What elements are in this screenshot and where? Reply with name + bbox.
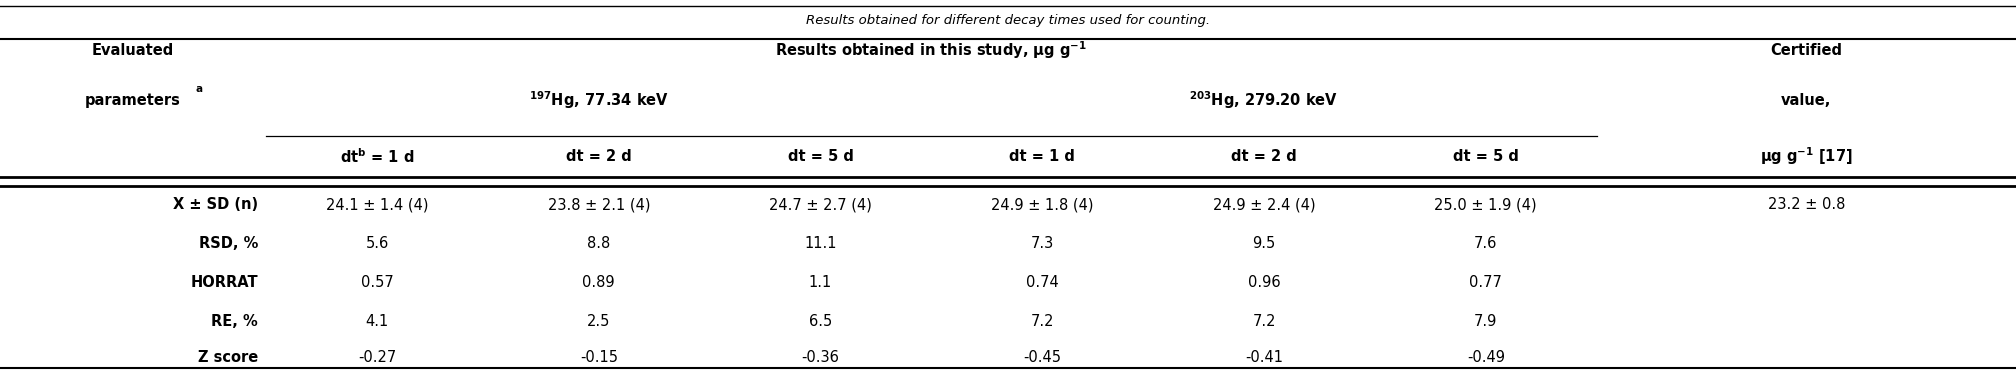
Text: 24.9 ± 2.4 (4): 24.9 ± 2.4 (4) (1214, 197, 1314, 212)
Text: parameters: parameters (85, 93, 181, 108)
Text: -0.49: -0.49 (1468, 350, 1504, 365)
Text: 7.3: 7.3 (1030, 236, 1054, 251)
Text: $\mathbf{^{197}}$Hg, 77.34 keV: $\mathbf{^{197}}$Hg, 77.34 keV (528, 90, 669, 111)
Text: 7.2: 7.2 (1030, 314, 1054, 329)
Text: HORRAT: HORRAT (190, 275, 258, 290)
Text: Z score: Z score (198, 350, 258, 365)
Text: Evaluated: Evaluated (93, 43, 173, 58)
Text: 23.8 ± 2.1 (4): 23.8 ± 2.1 (4) (548, 197, 649, 212)
Text: 7.2: 7.2 (1252, 314, 1276, 329)
Text: 8.8: 8.8 (587, 236, 611, 251)
Text: dt = 5 d: dt = 5 d (788, 149, 853, 164)
Text: 24.9 ± 1.8 (4): 24.9 ± 1.8 (4) (992, 197, 1093, 212)
Text: dt = 2 d: dt = 2 d (1232, 149, 1296, 164)
Text: 1.1: 1.1 (808, 275, 833, 290)
Text: dt$\mathbf{^b}$ = 1 d: dt$\mathbf{^b}$ = 1 d (341, 147, 413, 166)
Text: $\mathbf{^{203}}$Hg, 279.20 keV: $\mathbf{^{203}}$Hg, 279.20 keV (1189, 90, 1339, 111)
Text: 9.5: 9.5 (1252, 236, 1276, 251)
Text: Results obtained for different decay times used for counting.: Results obtained for different decay tim… (806, 14, 1210, 27)
Text: value,: value, (1782, 93, 1831, 108)
Text: 0.89: 0.89 (583, 275, 615, 290)
Text: Certified: Certified (1770, 43, 1843, 58)
Text: 0.57: 0.57 (361, 275, 393, 290)
Text: -0.27: -0.27 (359, 350, 395, 365)
Text: dt = 1 d: dt = 1 d (1010, 149, 1075, 164)
Text: 5.6: 5.6 (365, 236, 389, 251)
Text: 25.0 ± 1.9 (4): 25.0 ± 1.9 (4) (1435, 197, 1536, 212)
Text: RE, %: RE, % (212, 314, 258, 329)
Text: 11.1: 11.1 (804, 236, 837, 251)
Text: 0.74: 0.74 (1026, 275, 1058, 290)
Text: Results obtained in this study, $\mathbf{\mu}$g g$\mathbf{^{-1}}$: Results obtained in this study, $\mathbf… (776, 39, 1087, 61)
Text: 0.96: 0.96 (1248, 275, 1280, 290)
Text: $\mathbf{\mu}$g g$\mathbf{^{-1}}$ [17]: $\mathbf{\mu}$g g$\mathbf{^{-1}}$ [17] (1760, 145, 1853, 167)
Text: 0.77: 0.77 (1470, 275, 1502, 290)
Text: RSD, %: RSD, % (200, 236, 258, 251)
Text: 7.6: 7.6 (1474, 236, 1498, 251)
Text: 23.2 ± 0.8: 23.2 ± 0.8 (1768, 197, 1845, 212)
Text: -0.45: -0.45 (1024, 350, 1060, 365)
Text: dt = 5 d: dt = 5 d (1454, 149, 1518, 164)
Text: -0.41: -0.41 (1246, 350, 1282, 365)
Text: -0.36: -0.36 (802, 350, 839, 365)
Text: a: a (196, 84, 204, 94)
Text: 2.5: 2.5 (587, 314, 611, 329)
Text: X ± SD (n): X ± SD (n) (173, 197, 258, 212)
Text: 24.1 ± 1.4 (4): 24.1 ± 1.4 (4) (327, 197, 427, 212)
Text: 24.7 ± 2.7 (4): 24.7 ± 2.7 (4) (768, 197, 873, 212)
Text: -0.15: -0.15 (581, 350, 617, 365)
Text: dt = 2 d: dt = 2 d (566, 149, 631, 164)
Text: 6.5: 6.5 (808, 314, 833, 329)
Text: 4.1: 4.1 (365, 314, 389, 329)
Text: 7.9: 7.9 (1474, 314, 1498, 329)
